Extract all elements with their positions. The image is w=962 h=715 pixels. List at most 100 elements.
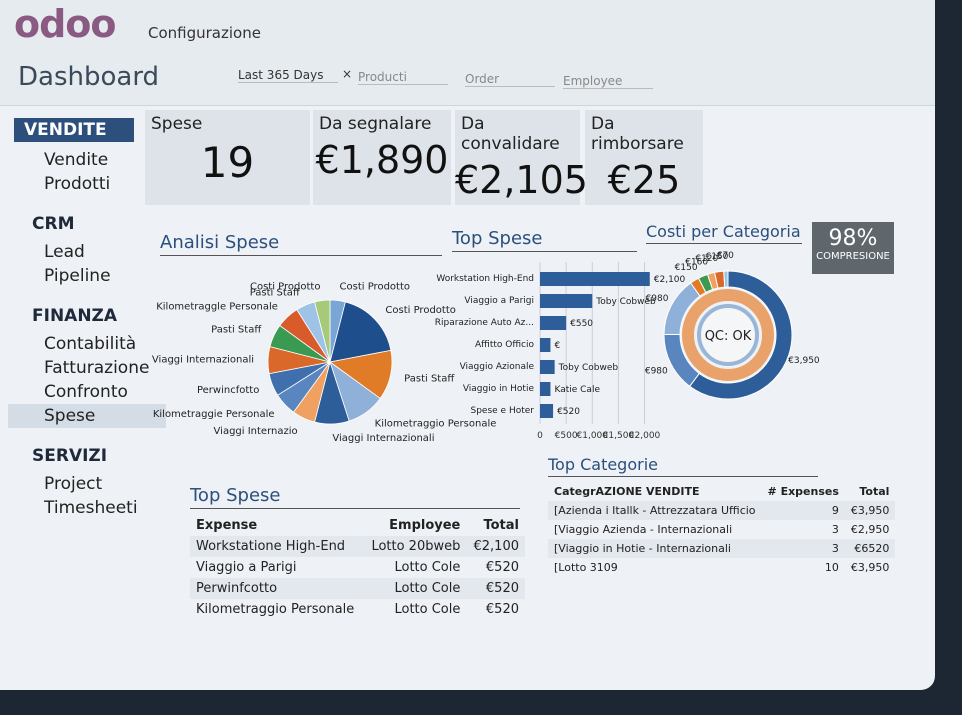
table-row: Workstatione High-End Lotto 20bweb €2,100	[190, 536, 525, 557]
nav-item[interactable]: Vendite	[44, 150, 109, 170]
kpi-value: €1,890	[315, 138, 449, 182]
menu-item[interactable]: Configurazione	[148, 24, 261, 42]
donut-label: €150	[705, 252, 728, 262]
logo[interactable]: odoo	[14, 2, 117, 46]
table-row: [Lotto 3109 10 €3,950	[548, 558, 895, 577]
table-cell: €3,950	[850, 561, 890, 574]
table-cell: €520	[485, 560, 519, 575]
expenses-table: Expense Employee Total Workstatione High-En…	[190, 515, 525, 620]
nav-item[interactable]: Spese	[8, 404, 166, 428]
table-cell: Lotto Cole	[363, 578, 467, 599]
bar-tag: €2,100	[654, 275, 686, 285]
nav-item[interactable]: Contabilità	[44, 334, 137, 354]
table-cell: €2,950	[850, 523, 890, 536]
top-bar: odoo Configurazione Dashboard Last 365 D…	[0, 0, 935, 106]
pie-label: Costi Prodotto	[385, 305, 455, 316]
table-cell: [Lotto 3109	[554, 561, 618, 574]
bar-tag: €520	[557, 407, 580, 417]
page-title: Dashboard	[18, 62, 160, 92]
nav-item[interactable]: Lead	[44, 242, 85, 262]
section-title: Top Spese	[190, 485, 520, 509]
clear-filter[interactable]: ×	[342, 67, 353, 81]
bar-tag: Toby Cobweb	[595, 297, 656, 307]
table-cell: Lotto Cole	[394, 602, 461, 617]
sidebar: VENDITE Vendite Prodotti CRM Lead Pipeline FIN…	[8, 112, 166, 672]
pie-label: Kilometraggie Personale	[153, 409, 275, 420]
bar	[540, 294, 593, 308]
badge: 98% COMPRESIONE	[812, 222, 894, 274]
table-row: Perwinfcotto Lotto Cole €520	[190, 578, 525, 599]
bar-tag: Toby Cobweb	[558, 363, 619, 373]
bar	[540, 404, 554, 418]
nav-item[interactable]: Fatturazione	[44, 358, 150, 378]
kpi-label: Da segnalare	[319, 114, 432, 134]
pie-slice	[329, 360, 381, 422]
table-cell: €520	[485, 602, 519, 617]
kpi-value: €2,105	[455, 158, 588, 202]
donut-center: QC: OK	[705, 329, 752, 344]
kpi-card[interactable]: Spese 19	[145, 110, 310, 205]
table-cell: Perwinfcotto	[190, 578, 364, 599]
nav-group[interactable]: CRM	[32, 214, 75, 234]
nav-item[interactable]: Project	[44, 474, 103, 494]
pie-slice	[269, 324, 331, 363]
x-tick-label: €1,000	[577, 431, 609, 441]
pie-label: Kilometraggle Personale	[156, 302, 278, 313]
pie-label: Costi Prodotto	[340, 282, 410, 293]
column-header: Total	[859, 485, 890, 498]
y-tick-label: Affitto Officio	[475, 340, 535, 350]
screen: odoo Configurazione Dashboard Last 365 D…	[0, 0, 935, 690]
donut-label: €150	[675, 263, 698, 273]
donut-slice	[714, 270, 726, 289]
donut-slice	[689, 277, 707, 297]
badge-value: 98%	[828, 226, 878, 251]
nav-item[interactable]: Pipeline	[44, 266, 111, 286]
column-header: Expense	[196, 518, 258, 533]
donut-slice	[663, 282, 701, 336]
donut-slice	[697, 273, 714, 294]
bar-tag: €550	[570, 319, 593, 329]
header-row: Expense Employee Total	[190, 515, 525, 536]
nav-group[interactable]: SERVIZI	[32, 446, 108, 466]
bar-tag: Katie Cale	[554, 385, 600, 395]
section-title: Analisi Spese	[160, 232, 442, 256]
donut-slice	[663, 333, 700, 387]
y-tick-label: Riparazione Auto Az...	[435, 318, 534, 328]
nav-item[interactable]: Prodotti	[44, 174, 111, 194]
nav-group[interactable]: FINANZA	[32, 306, 118, 326]
filter-field[interactable]: Producti	[358, 70, 448, 85]
filter-field[interactable]: Employee	[563, 74, 653, 89]
nav-item[interactable]: Timesheeti	[44, 498, 138, 518]
table-cell: 10	[824, 561, 839, 574]
pie-label: Costi Prodotto	[250, 282, 320, 293]
section-title: Costi per Categoria	[646, 222, 802, 244]
pie-slice	[268, 361, 331, 396]
donut-label: €120	[695, 254, 718, 264]
pie-label: Pasti Staff	[404, 374, 455, 385]
filter-field[interactable]: Order	[465, 72, 555, 87]
section-title: Top Spese	[452, 228, 637, 252]
pie-slice	[329, 301, 392, 363]
nav-item[interactable]: Confronto	[44, 382, 128, 402]
bar	[540, 272, 650, 286]
kpi-label: Spese	[151, 114, 203, 134]
pie-slice	[296, 301, 331, 363]
pie-slice	[329, 299, 346, 363]
table-row: [Azienda i Itallk - Attrezzatara Ufficio…	[548, 501, 896, 520]
nav-group[interactable]: VENDITE	[14, 118, 134, 142]
donut-label: €70	[717, 251, 734, 261]
bar-tag: €	[554, 341, 560, 351]
table-cell: €520	[466, 578, 525, 599]
y-tick-label: Viaggio Azionale	[460, 362, 535, 372]
date-filter[interactable]: Last 365 Days	[238, 68, 338, 83]
kpi-card[interactable]: Da rimborsare €25	[585, 110, 703, 205]
kpi-card[interactable]: Da convalidare €2,105	[455, 110, 588, 205]
column-header: Employee	[389, 518, 461, 533]
table-cell: 9	[761, 501, 845, 520]
table-cell: Workstatione High-End	[190, 536, 364, 557]
y-tick-label: Workstation High-End	[436, 274, 534, 284]
column-header: # Expenses	[767, 485, 839, 498]
donut-ring	[682, 289, 774, 381]
kpi-card[interactable]: Da segnalare €1,890	[313, 110, 451, 205]
bar	[540, 382, 551, 396]
